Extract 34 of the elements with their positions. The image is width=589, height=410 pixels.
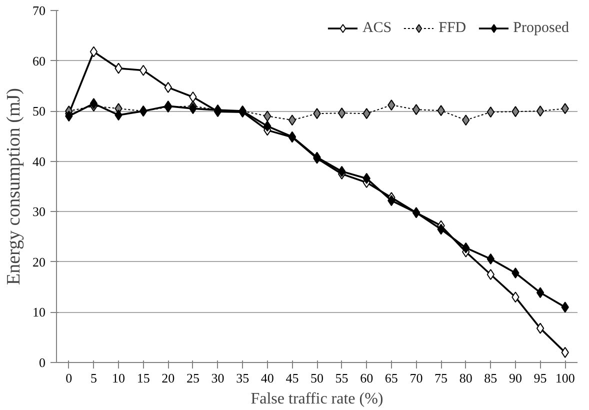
x-tick-label: 45 xyxy=(286,370,299,386)
y-tick-label: 30 xyxy=(32,204,46,220)
y-tick-label: 50 xyxy=(32,104,46,119)
y-tick-label: 70 xyxy=(32,3,46,18)
legend-label: FFD xyxy=(438,20,466,36)
x-tick-label: 0 xyxy=(66,370,72,386)
x-tick-label: 95 xyxy=(534,370,547,386)
x-axis-title: False traffic rate (%) xyxy=(250,390,384,408)
x-tick-label: 15 xyxy=(136,370,150,386)
x-tick-label: 10 xyxy=(112,370,126,386)
y-axis-title: Energy consumption (mJ) xyxy=(4,88,24,286)
y-tick-label: 40 xyxy=(32,154,46,169)
x-tick-label: 85 xyxy=(484,370,498,386)
x-tick-label: 80 xyxy=(459,370,472,386)
y-tick-label: 60 xyxy=(32,53,46,68)
x-tick-label: 60 xyxy=(360,370,374,386)
x-tick-label: 90 xyxy=(508,370,522,386)
x-tick-label: 50 xyxy=(310,370,324,386)
y-tick-label: 0 xyxy=(39,355,46,370)
legend-label: ACS xyxy=(362,20,392,36)
x-tick-label: 30 xyxy=(211,370,224,386)
y-tick-label: 20 xyxy=(32,254,46,270)
legend-label: Proposed xyxy=(513,20,569,36)
x-tick-label: 65 xyxy=(384,370,398,386)
x-tick-label: 55 xyxy=(335,370,348,386)
x-tick-label: 40 xyxy=(260,370,274,386)
x-tick-label: 100 xyxy=(555,370,575,386)
x-tick-label: 5 xyxy=(90,370,97,386)
x-tick-label: 25 xyxy=(186,370,200,386)
x-tick-label: 20 xyxy=(162,370,175,386)
x-tick-label: 75 xyxy=(434,370,448,386)
y-tick-label: 10 xyxy=(32,304,46,320)
x-tick-label: 35 xyxy=(236,370,250,386)
x-tick-label: 70 xyxy=(410,370,423,386)
